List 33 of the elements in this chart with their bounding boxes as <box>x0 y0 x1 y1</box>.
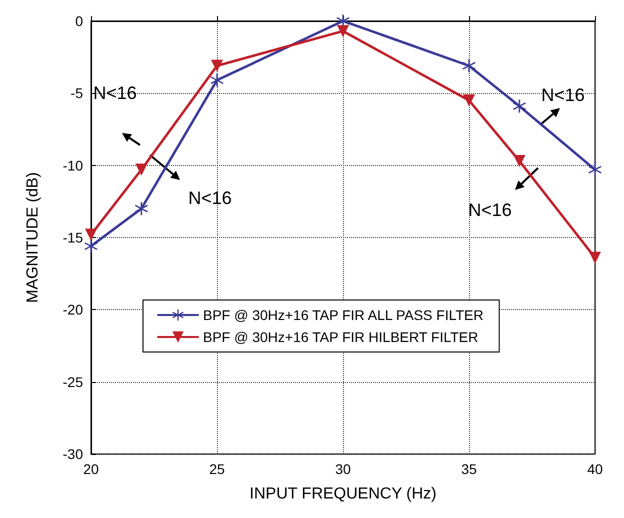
legend-label: BPF @ 30Hz+16 TAP FIR HILBERT FILTER <box>203 329 478 345</box>
point <box>210 74 224 87</box>
x-tick-label: 30 <box>335 461 351 477</box>
y-tick-label: 0 <box>75 13 84 29</box>
point <box>84 240 98 253</box>
y-axis-title: MAGNITUDE (dB) <box>24 172 42 303</box>
y-tick-label: -20 <box>62 302 84 318</box>
legend-label: BPF @ 30Hz+16 TAP FIR ALL PASS FILTER <box>203 307 484 323</box>
y-tick-label: -25 <box>62 374 84 390</box>
x-tick-label: 40 <box>587 461 603 477</box>
x-axis-title: INPUT FREQUENCY (Hz) <box>250 486 436 502</box>
x-tick-label: 20 <box>83 461 99 477</box>
point <box>513 155 526 168</box>
x-tick-label: 35 <box>461 461 477 477</box>
point <box>589 252 601 264</box>
point <box>462 59 476 72</box>
point <box>512 100 526 113</box>
point <box>337 25 349 38</box>
annotation: N<16 <box>468 200 512 220</box>
annotation: N<16 <box>93 83 137 103</box>
y-tick-label: -5 <box>70 85 84 102</box>
point <box>85 228 97 241</box>
point <box>135 164 148 176</box>
y-tick-label: -10 <box>62 157 84 174</box>
point <box>211 60 223 72</box>
annotation: N<16 <box>541 85 585 105</box>
annotation: N<16 <box>188 188 232 208</box>
x-tick-label: 25 <box>209 461 225 477</box>
point <box>588 163 602 176</box>
point <box>134 202 148 216</box>
point <box>463 94 475 106</box>
y-tick-label: -15 <box>62 230 84 246</box>
y-tick-label: -30 <box>62 446 84 462</box>
